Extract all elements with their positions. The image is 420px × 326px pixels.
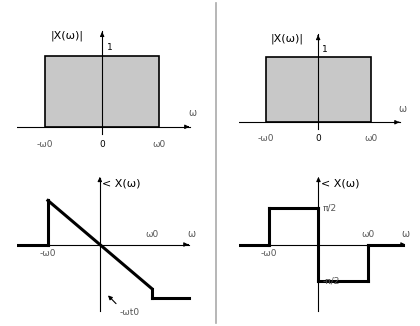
Text: -ω0: -ω0 [257, 134, 274, 143]
Text: -π/2: -π/2 [323, 277, 340, 286]
Text: ω0: ω0 [145, 230, 158, 239]
Text: -ωt0: -ωt0 [120, 308, 140, 317]
Text: ω: ω [398, 104, 406, 114]
Text: ω0: ω0 [152, 140, 165, 149]
Text: -ω0: -ω0 [37, 140, 53, 149]
Text: -ω0: -ω0 [261, 249, 277, 259]
Text: π/2: π/2 [323, 203, 336, 212]
Text: -ω0: -ω0 [39, 249, 56, 259]
Text: < X(ω): < X(ω) [102, 179, 141, 188]
Text: |X(ω)|: |X(ω)| [271, 34, 304, 44]
Text: ω: ω [187, 229, 195, 239]
Text: ω0: ω0 [361, 230, 375, 239]
Text: 1: 1 [107, 43, 113, 52]
Text: 1: 1 [323, 45, 328, 54]
Bar [45, 56, 159, 127]
Text: 0: 0 [315, 134, 321, 143]
Text: ω: ω [402, 229, 410, 239]
Text: ω0: ω0 [364, 134, 377, 143]
Text: ω: ω [188, 108, 196, 118]
Text: 0: 0 [99, 140, 105, 149]
Text: |X(ω)|: |X(ω)| [51, 31, 84, 41]
Bar [265, 57, 371, 122]
Text: < X(ω): < X(ω) [321, 179, 360, 188]
